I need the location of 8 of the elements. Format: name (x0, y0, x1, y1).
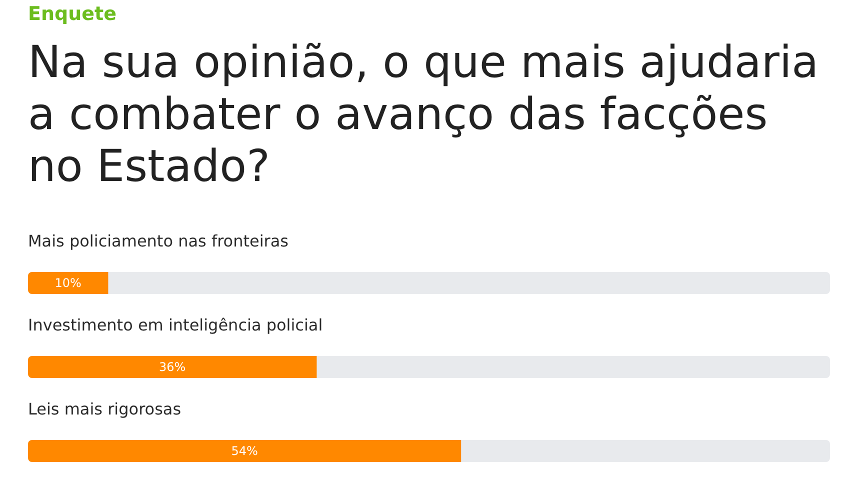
y-tick-label: Leis mais rigorosas (28, 400, 182, 418)
data-label: 36% (159, 360, 186, 374)
text: Enquete (28, 2, 116, 26)
y-tick-label: Investimento em inteligência policial (28, 316, 323, 334)
chart-title: Na sua opinião, o que mais ajudaria a combater o avanço das facções no Estado? (28, 37, 820, 193)
y-tick-label: Mais policiamento nas fronteiras (28, 232, 289, 250)
data-label: 54% (231, 444, 258, 458)
data-label: 10% (54, 276, 82, 290)
